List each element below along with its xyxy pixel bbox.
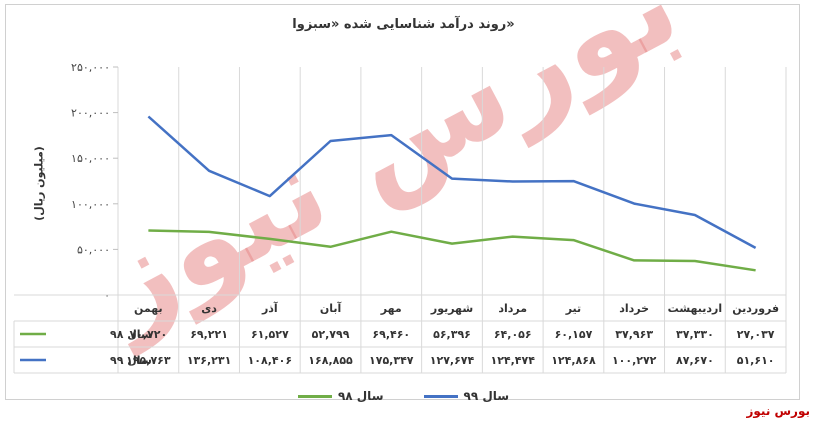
data-label: ۶۹,۴۶۰ [372,328,410,341]
data-label: ۱۲۴,۸۶۸ [551,354,596,367]
chart-svg: بورس نیوز۰۵۰,۰۰۰۱۰۰,۰۰۰۱۵۰,۰۰۰۲۰۰,۰۰۰۲۵۰… [13,5,787,374]
data-label: ۱۷۵,۳۴۷ [369,354,414,367]
chart-frame: روند درآمد شناسایی شده «سبزوا» (میلیون ر… [5,4,801,403]
category-label: مهر [380,302,402,315]
footer-logo: بورس نیوز [746,404,810,418]
category-label: اردیبهشت [668,302,722,315]
y-tick-label: ۱۵۰,۰۰۰ [71,152,110,165]
category-label: آبان [320,301,342,315]
data-label: ۶۰,۱۵۷ [555,328,593,341]
legend-swatch-99 [423,394,458,398]
data-label: ۵۱,۶۱۰ [737,354,775,367]
data-label: ۱۲۴,۴۷۴ [490,354,535,367]
data-label: ۸۷,۶۷۰ [676,354,714,367]
category-label: خرداد [619,302,649,315]
data-label: ۷۰,۷۲۰ [129,328,167,341]
chart-title: روند درآمد شناسایی شده «سبزوا» [292,17,515,32]
legend: سال ۹۹ سال ۹۸ [6,389,801,403]
table-series-name: سال ۹۹ [110,354,152,367]
data-label: ۱۲۷,۶۷۴ [430,354,475,367]
table-series-name: سال ۹۸ [110,328,152,341]
legend-item-99: سال ۹۹ [423,389,510,403]
data-label: ۶۴,۰۵۶ [494,328,532,341]
category-label: مرداد [498,302,527,315]
data-label: ۵۶,۳۹۶ [433,328,471,341]
data-label: ۵۲,۷۹۹ [312,328,350,341]
data-label: ۶۹,۲۲۱ [190,328,228,341]
data-label: ۱۹۵,۷۶۳ [126,354,171,367]
data-label: ۱۰۸,۴۰۶ [248,354,292,367]
category-label: آذر [261,301,278,315]
data-label: ۱۰۰,۲۷۲ [612,354,657,367]
category-label: شهریور [430,302,473,315]
category-label: بهمن [134,302,163,315]
legend-item-98: سال ۹۸ [297,389,384,403]
y-tick-label: ۲۵۰,۰۰۰ [71,61,110,74]
category-label: تیر [565,302,581,315]
y-tick-label: ۲۰۰,۰۰۰ [71,107,110,120]
y-tick-label: ۵۰,۰۰۰ [77,243,110,256]
data-label: ۱۶۸,۸۵۵ [308,354,353,367]
category-label: دی [201,302,217,315]
y-tick-label: ۱۰۰,۰۰۰ [71,198,110,211]
category-label: فروردین [732,302,779,315]
data-label: ۶۱,۵۲۷ [251,328,289,341]
data-label: ۳۷,۳۳۰ [676,328,714,341]
legend-label-99: سال ۹۹ [463,389,510,403]
legend-swatch-98 [297,394,332,398]
data-label: ۳۷,۹۶۳ [615,328,653,341]
legend-label-98: سال ۹۸ [337,389,384,403]
data-label: ۲۷,۰۳۷ [737,328,775,341]
data-label: ۱۳۶,۲۳۱ [187,354,231,367]
